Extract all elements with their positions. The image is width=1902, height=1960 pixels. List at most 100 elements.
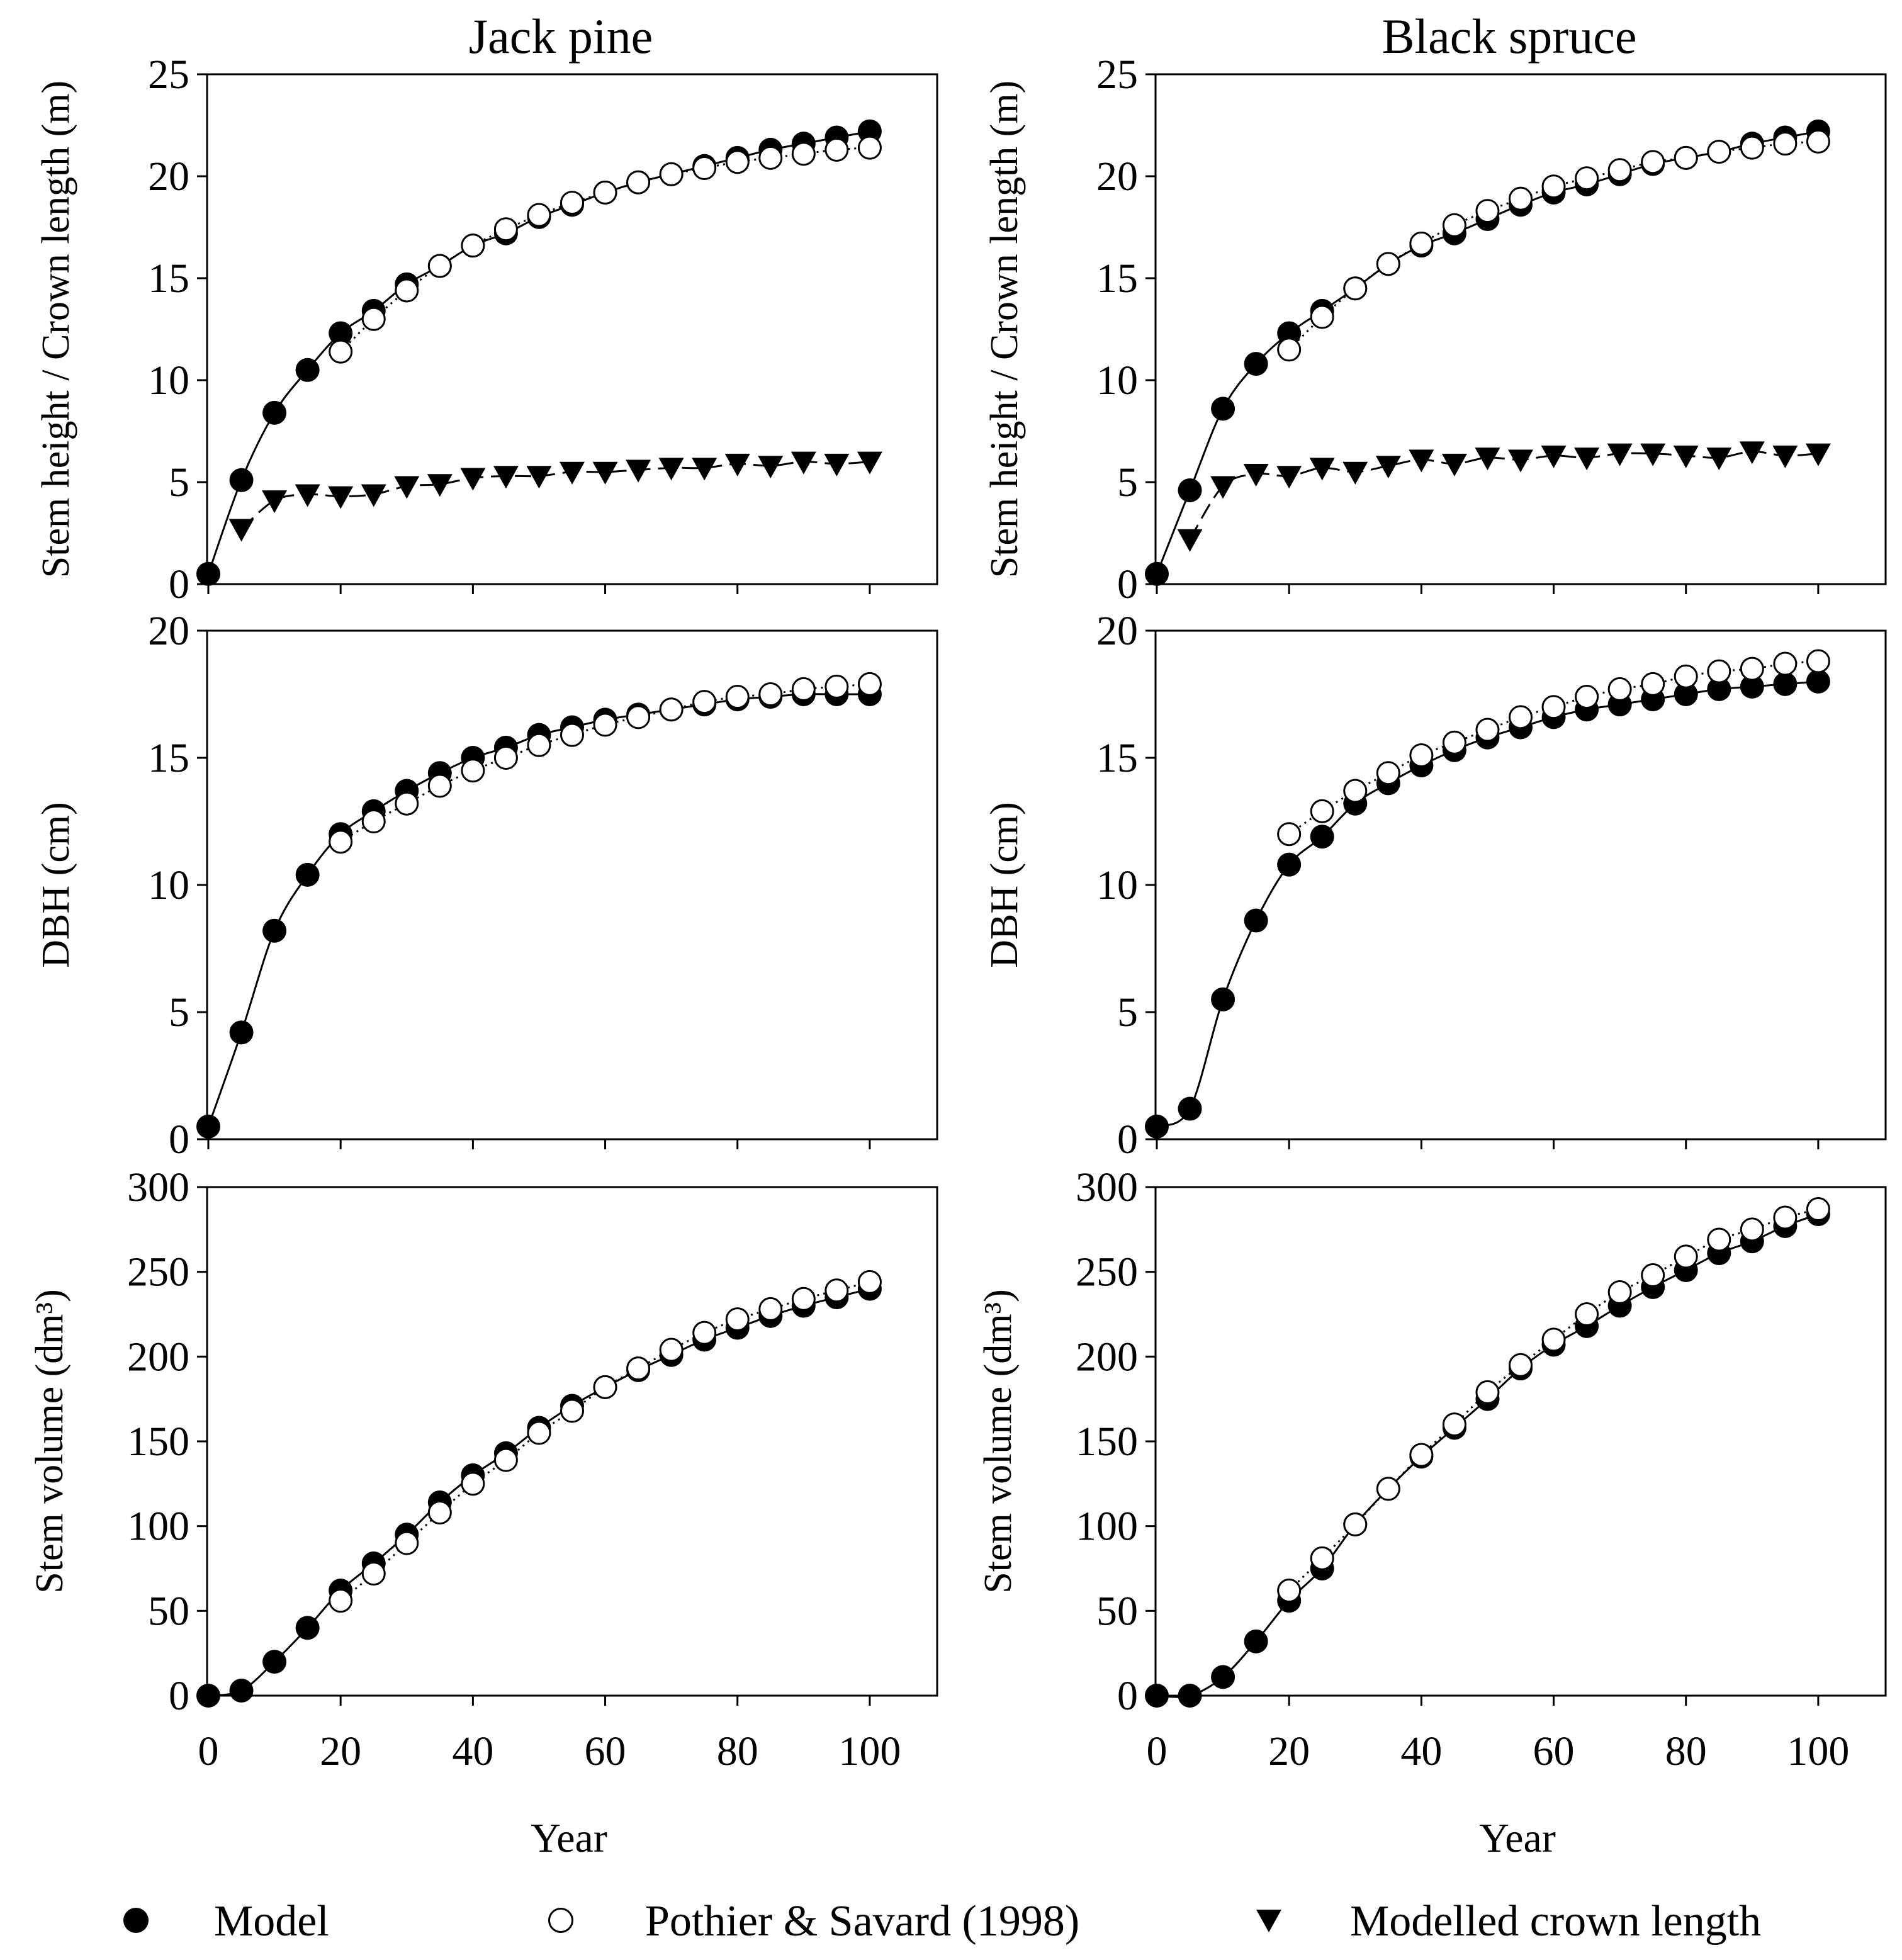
point-model	[295, 1616, 320, 1640]
point-pothier-savard-1998	[1740, 135, 1764, 160]
panel-bs-vol: 0 50 100 150 200 250 300 0 20 40 60 80 100 Stem volum…	[977, 1164, 1887, 1861]
x-tick-label: 100	[1787, 1728, 1849, 1774]
point-modelled-crown-length	[394, 476, 420, 499]
point-pothier-savard-1998	[593, 1375, 617, 1399]
y-tick-label: 20	[148, 608, 189, 654]
point-pothier-savard-1998	[1607, 158, 1632, 183]
x-tick-label: 40	[452, 1728, 493, 1774]
point-pothier-savard-1998	[1674, 1244, 1698, 1269]
plot-frame	[206, 1186, 938, 1697]
point-pothier-savard-1998	[461, 758, 485, 783]
point-pothier-savard-1998	[493, 746, 518, 770]
point-modelled-crown-length	[1177, 529, 1203, 552]
y-tick-label: 10	[1096, 862, 1138, 908]
y-tick-label: 300	[1076, 1164, 1138, 1210]
point-pothier-savard-1998	[1475, 718, 1500, 742]
point-pothier-savard-1998	[461, 234, 485, 258]
point-modelled-crown-length	[1541, 445, 1567, 468]
series-line-model	[207, 693, 870, 1127]
point-modelled-crown-length	[658, 458, 684, 481]
legend-crown-label: Modelled crown length	[1350, 1897, 1761, 1946]
point-pothier-savard-1998	[361, 307, 386, 331]
x-tick-label: 20	[320, 1728, 361, 1774]
y-tick-label: 0	[1117, 561, 1138, 607]
point-model	[196, 1684, 220, 1708]
series-line-pothier-savard-1998	[1288, 140, 1819, 351]
point-modelled-crown-length	[262, 490, 288, 514]
point-modelled-crown-length	[758, 456, 784, 479]
y-axis-label: Stem height / Crown length (m)	[983, 81, 1026, 578]
y-tick-label: 100	[127, 1504, 189, 1550]
series-line-pothier-savard-1998	[340, 147, 870, 352]
point-pothier-savard-1998	[791, 142, 816, 166]
point-model	[1178, 1684, 1202, 1708]
series-line-model	[1156, 130, 1819, 575]
point-pothier-savard-1998	[725, 1307, 750, 1332]
panel-title: Jack pine	[469, 9, 653, 64]
point-pothier-savard-1998	[1310, 1546, 1334, 1570]
point-pothier-savard-1998	[560, 191, 584, 215]
point-pothier-savard-1998	[659, 162, 684, 186]
point-model	[1211, 397, 1235, 421]
panels: 0 5 10 15 20 25 Jack pine Stem height / Crown l…	[28, 9, 1887, 1861]
point-modelled-crown-length	[1706, 448, 1732, 471]
legend-model-marker	[123, 1908, 149, 1933]
point-modelled-crown-length	[560, 461, 585, 485]
point-pothier-savard-1998	[329, 339, 353, 364]
point-model	[295, 358, 320, 382]
point-modelled-crown-length	[1673, 445, 1699, 468]
point-modelled-crown-length	[857, 451, 882, 475]
point-model	[1674, 682, 1698, 706]
point-model	[1145, 1114, 1169, 1139]
y-tick-label: 25	[148, 52, 189, 98]
point-model	[196, 1114, 220, 1139]
plot-frame	[206, 629, 938, 1141]
point-model	[1806, 669, 1830, 694]
point-model	[196, 561, 220, 586]
point-model	[1145, 561, 1169, 586]
legend-pothier-label: Pothier & Savard (1998)	[645, 1897, 1079, 1946]
point-pothier-savard-1998	[692, 156, 717, 181]
point-pothier-savard-1998	[329, 830, 353, 854]
point-modelled-crown-length	[1640, 443, 1666, 466]
point-pothier-savard-1998	[1277, 1579, 1302, 1603]
point-model	[1211, 1665, 1235, 1689]
y-tick-label: 0	[169, 1117, 189, 1163]
point-modelled-crown-length	[1309, 458, 1335, 481]
point-model	[1773, 672, 1798, 696]
y-tick-label: 50	[148, 1588, 189, 1634]
point-pothier-savard-1998	[1509, 1353, 1533, 1377]
point-pothier-savard-1998	[1409, 231, 1434, 256]
point-pothier-savard-1998	[659, 697, 684, 722]
plot-frame	[1154, 1186, 1887, 1697]
point-pothier-savard-1998	[725, 685, 750, 709]
y-tick-label: 100	[1076, 1504, 1138, 1550]
point-pothier-savard-1998	[1343, 1512, 1368, 1536]
point-modelled-crown-length	[1772, 445, 1798, 468]
point-pothier-savard-1998	[361, 1562, 386, 1586]
point-pothier-savard-1998	[1442, 730, 1466, 755]
point-pothier-savard-1998	[1806, 129, 1830, 154]
point-pothier-savard-1998	[1575, 166, 1599, 191]
x-axis-label: Year	[531, 1815, 607, 1861]
point-modelled-crown-length	[791, 451, 816, 475]
point-pothier-savard-1998	[791, 677, 816, 701]
point-pothier-savard-1998	[1607, 677, 1632, 701]
point-pothier-savard-1998	[527, 1421, 551, 1445]
y-tick-label: 150	[1076, 1419, 1138, 1465]
point-pothier-savard-1998	[1541, 174, 1566, 199]
point-model	[1310, 825, 1334, 849]
point-pothier-savard-1998	[1707, 659, 1731, 684]
point-pothier-savard-1998	[427, 774, 452, 798]
x-tick-label: 100	[838, 1728, 901, 1774]
point-pothier-savard-1998	[395, 278, 419, 303]
point-pothier-savard-1998	[593, 712, 617, 737]
point-pothier-savard-1998	[560, 723, 584, 747]
y-tick-label: 0	[1117, 1117, 1138, 1163]
legend-crown-marker	[1256, 1910, 1281, 1932]
point-pothier-savard-1998	[659, 1338, 684, 1362]
point-modelled-crown-length	[1243, 464, 1269, 487]
point-modelled-crown-length	[1607, 443, 1633, 466]
point-pothier-savard-1998	[427, 1501, 452, 1525]
x-tick-label: 60	[585, 1728, 626, 1774]
